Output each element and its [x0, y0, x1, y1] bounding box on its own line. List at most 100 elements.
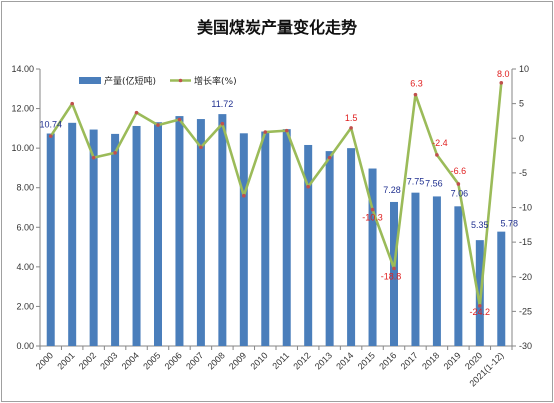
y-right-tick-label: 5: [519, 99, 524, 109]
growth-point: [435, 153, 439, 157]
growth-value-label: -18.8: [381, 271, 402, 281]
x-tick-label: 2017: [399, 350, 420, 371]
growth-point: [456, 182, 461, 186]
x-tick-label: 2012: [291, 350, 312, 371]
bar: [89, 129, 98, 346]
y-right-tick-label: 0: [519, 133, 524, 143]
growth-point: [91, 155, 96, 160]
y-left-tick-label: 4.00: [16, 262, 34, 272]
chart-title: 美国煤炭产量变化走势: [197, 18, 357, 37]
bar: [218, 114, 227, 347]
x-tick-label: 2004: [120, 350, 141, 371]
y-right-tick-label: -30: [519, 341, 532, 351]
bar-value-label: 5.35: [471, 220, 489, 230]
growth-point: [263, 130, 268, 134]
y-right-tick-label: -10: [519, 203, 532, 213]
growth-point: [177, 117, 182, 122]
growth-point: [370, 207, 375, 212]
growth-point: [113, 150, 117, 155]
y-right-tick-label: -20: [519, 272, 532, 282]
growth-point: [70, 101, 74, 106]
bar: [432, 196, 441, 346]
bar: [454, 206, 463, 346]
x-tick-label: 2013: [313, 350, 334, 371]
legend-line-marker: [178, 78, 183, 83]
bar: [68, 122, 77, 347]
growth-point: [413, 92, 418, 97]
y-left-tick-label: 0.00: [16, 341, 34, 351]
bar: [239, 133, 248, 346]
bar-value-label: 7.28: [383, 185, 401, 195]
bar-value-label: 7.06: [451, 188, 469, 198]
growth-value-label: -10.3: [362, 213, 383, 223]
growth-point: [134, 110, 139, 115]
bar: [132, 125, 141, 347]
bar: [497, 231, 506, 346]
growth-point: [156, 123, 160, 127]
x-tick-label: 2005: [141, 350, 162, 371]
growth-value-label: -2.4: [432, 138, 448, 148]
data-labels: 10.74 11.72 7.28 7.75 7.56 7.06 5.35 5.78 1.5 -10…: [39, 69, 518, 317]
axes: 0.002.004.006.008.0010.0012.0014.00-30-2…: [11, 64, 532, 389]
legend-bar-swatch: [79, 77, 101, 84]
legend-line-label: 增长率(%): [194, 75, 237, 87]
bar: [154, 122, 162, 346]
y-left-tick-label: 6.00: [16, 222, 34, 232]
y-right-tick-label: -25: [519, 306, 532, 316]
bar: [175, 116, 184, 346]
bar: [325, 151, 334, 346]
y-right-tick-label: -5: [519, 168, 527, 178]
bar: [261, 131, 270, 346]
growth-point: [306, 184, 310, 189]
x-tick-label: 2015: [356, 350, 377, 371]
growth-line: [48, 81, 504, 308]
x-tick-label: 2019: [442, 350, 463, 371]
x-tick-label: 2003: [98, 350, 119, 371]
bar: [111, 133, 120, 346]
growth-point: [327, 155, 332, 160]
y-right-tick-label: 10: [519, 64, 529, 74]
x-tick-label: 2000: [34, 350, 55, 371]
y-left-tick-label: 14.00: [11, 64, 34, 74]
x-tick-label: 2001: [55, 350, 76, 371]
y-left-tick-label: 10.00: [11, 143, 34, 153]
x-tick-label: 2014: [334, 350, 355, 371]
growth-point: [48, 134, 53, 138]
growth-value-label: 6.3: [410, 79, 423, 89]
y-left-tick-label: 12.00: [11, 104, 34, 114]
bar: [390, 201, 398, 346]
legend: 产量(亿短吨) 增长率(%): [79, 75, 237, 87]
bar: [304, 144, 313, 346]
x-tick-label: 2006: [163, 350, 184, 371]
growth-value-label: -6.6: [451, 166, 467, 176]
x-tick-label: 2018: [420, 350, 441, 371]
growth-value-label: 8.0: [497, 69, 510, 79]
growth-point: [499, 81, 504, 85]
growth-line-path: [49, 82, 503, 308]
x-tick-label: 2008: [206, 350, 227, 371]
bar: [282, 129, 291, 346]
bar: [46, 133, 55, 346]
growth-point: [220, 121, 225, 126]
legend-bar-label: 产量(亿短吨): [104, 75, 156, 87]
x-tick-label: 2011: [270, 350, 291, 371]
bar-value-label: 11.72: [211, 99, 233, 109]
bar-value-label: 5.78: [501, 219, 519, 229]
bar-value-label: 7.56: [425, 178, 443, 188]
growth-point: [199, 145, 203, 150]
bar-value-label: 10.74: [39, 120, 62, 130]
y-right-tick-label: -15: [519, 237, 532, 247]
y-left-tick-label: 8.00: [16, 183, 34, 193]
bar: [196, 119, 205, 346]
y-left-tick-label: 2.00: [16, 301, 34, 311]
growth-point: [349, 126, 353, 130]
x-tick-label: 2007: [184, 350, 205, 371]
growth-point: [284, 128, 289, 133]
x-tick-label: 2009: [227, 350, 248, 371]
growth-value-label: -24.2: [470, 307, 491, 317]
bar: [347, 148, 356, 346]
x-tick-label: 2002: [77, 350, 98, 371]
bar-value-label: 7.75: [407, 177, 425, 187]
bars: [46, 114, 506, 347]
